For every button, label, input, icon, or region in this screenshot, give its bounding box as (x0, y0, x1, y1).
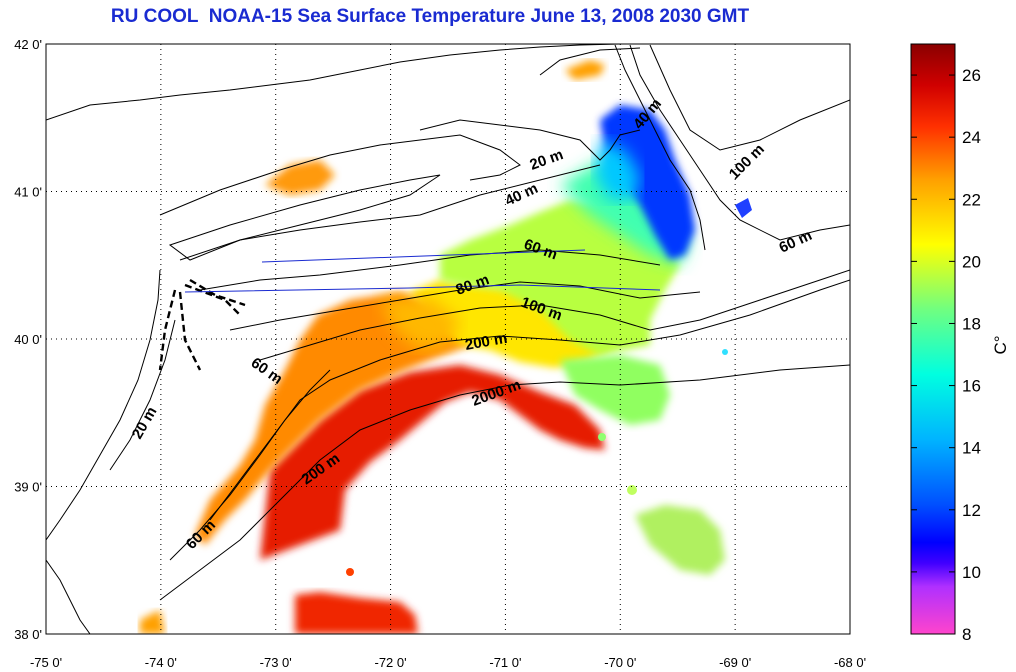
transect-line-2 (184, 284, 661, 293)
lon-tick-label: -70 0' (604, 655, 636, 670)
colorbar: 26 24 22 20 18 16 14 12 10 8 C° (910, 43, 1010, 644)
lon-tick-label: -68 0' (834, 655, 866, 670)
sst-region-transition (380, 296, 460, 350)
isobath-label: 40 m (503, 180, 541, 210)
map-frame (45, 43, 851, 635)
sst-region-sw-patch (140, 610, 165, 634)
colorbar-tick-label: 26 (962, 66, 981, 85)
sst-region-gulf-of-maine-cyan (595, 140, 640, 200)
sst-region-new-jersey-shelf-warm (195, 292, 470, 545)
isobath-label: 20 m (129, 404, 161, 442)
sst-region-north-patch (565, 60, 605, 80)
sst-region-small-blue (735, 198, 752, 218)
isobath-20m-south (109, 319, 176, 471)
coastline-connecticut (159, 134, 521, 216)
isobath-label: 60 m (777, 227, 815, 257)
lon-tick-label: -75 0' (30, 655, 62, 670)
isobath-60m-south (169, 369, 331, 561)
sst-region-southern-warm-patch (295, 592, 418, 634)
lat-lon-grid (46, 44, 850, 634)
transect-line-1 (261, 249, 586, 263)
isobath-gulf-of-maine (614, 44, 850, 251)
colorbar-gradient (910, 43, 956, 635)
colorbar-tick-label: 20 (962, 252, 981, 271)
sst-region-southern-new-england-shelf (440, 200, 680, 355)
lat-tick-label: 42 0' (14, 37, 42, 52)
colorbar-tick-label: 22 (962, 190, 981, 209)
hudson-canyon (158, 278, 246, 371)
lon-tick-label: -72 0' (375, 655, 407, 670)
colorbar-tick-label: 16 (962, 377, 981, 396)
isobath-100m (259, 269, 850, 361)
sst-region-slope-sea-warm (260, 365, 605, 560)
colorbar-tick-label: 10 (962, 563, 981, 582)
isobath-label: 20 m (528, 146, 566, 174)
colorbar-tick-label: 24 (962, 128, 981, 147)
sst-region-long-island-sound (265, 160, 335, 195)
lat-tick-label: 39 0' (14, 480, 42, 495)
map-title: RU COOL NOAA-15 Sea Surface Temperature … (110, 6, 750, 27)
isobath-2000m (159, 364, 850, 601)
coastline-delmarva (46, 559, 91, 634)
lon-tick-label: -69 0' (719, 655, 751, 670)
colorbar-unit-label: C° (991, 335, 1010, 354)
sst-region-gulf-of-maine-cold-pool (600, 105, 695, 260)
coastline-long-island (168, 174, 441, 261)
axis-labels: -75 0' -74 0' -73 0' -72 0' -71 0' -70 0' -69 … (14, 37, 866, 670)
isobath-shelf-2 (199, 249, 661, 291)
lat-tick-label: 40 0' (14, 332, 42, 347)
lon-tick-label: -74 0' (145, 655, 177, 670)
colorbar-tick-label: 18 (962, 314, 981, 333)
colorbar-tick-label: 8 (962, 625, 971, 644)
coastline-new-jersey (46, 269, 161, 541)
sst-region-east-shelf (560, 355, 670, 425)
lon-tick-label: -71 0' (489, 655, 521, 670)
colorbar-tick-label: 12 (962, 501, 981, 520)
sst-region-offshore-eddy (635, 505, 725, 575)
lat-tick-label: 41 0' (14, 185, 42, 200)
isobath-shelf-1 (179, 164, 601, 261)
colorbar-tick-label: 14 (962, 439, 981, 458)
lat-tick-label: 38 0' (14, 627, 42, 642)
coastline-new-england (46, 44, 641, 161)
sst-imagery-layer (140, 60, 752, 634)
lon-tick-label: -73 0' (260, 655, 292, 670)
